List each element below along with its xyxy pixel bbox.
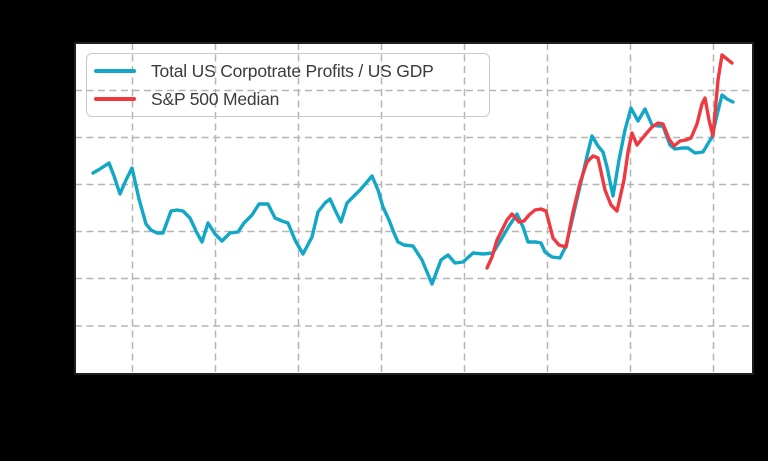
legend-label-sp500: S&P 500 Median: [151, 88, 280, 109]
legend: Total US Corpotrate Profits / US GDP S&P…: [86, 53, 490, 117]
legend-item: S&P 500 Median: [94, 85, 489, 113]
legend-line-sample-sp500: [94, 97, 136, 101]
legend-line-sample-profits: [94, 69, 136, 73]
legend-label-profits: Total US Corpotrate Profits / US GDP: [151, 60, 434, 81]
legend-item: Total US Corpotrate Profits / US GDP: [94, 57, 489, 85]
